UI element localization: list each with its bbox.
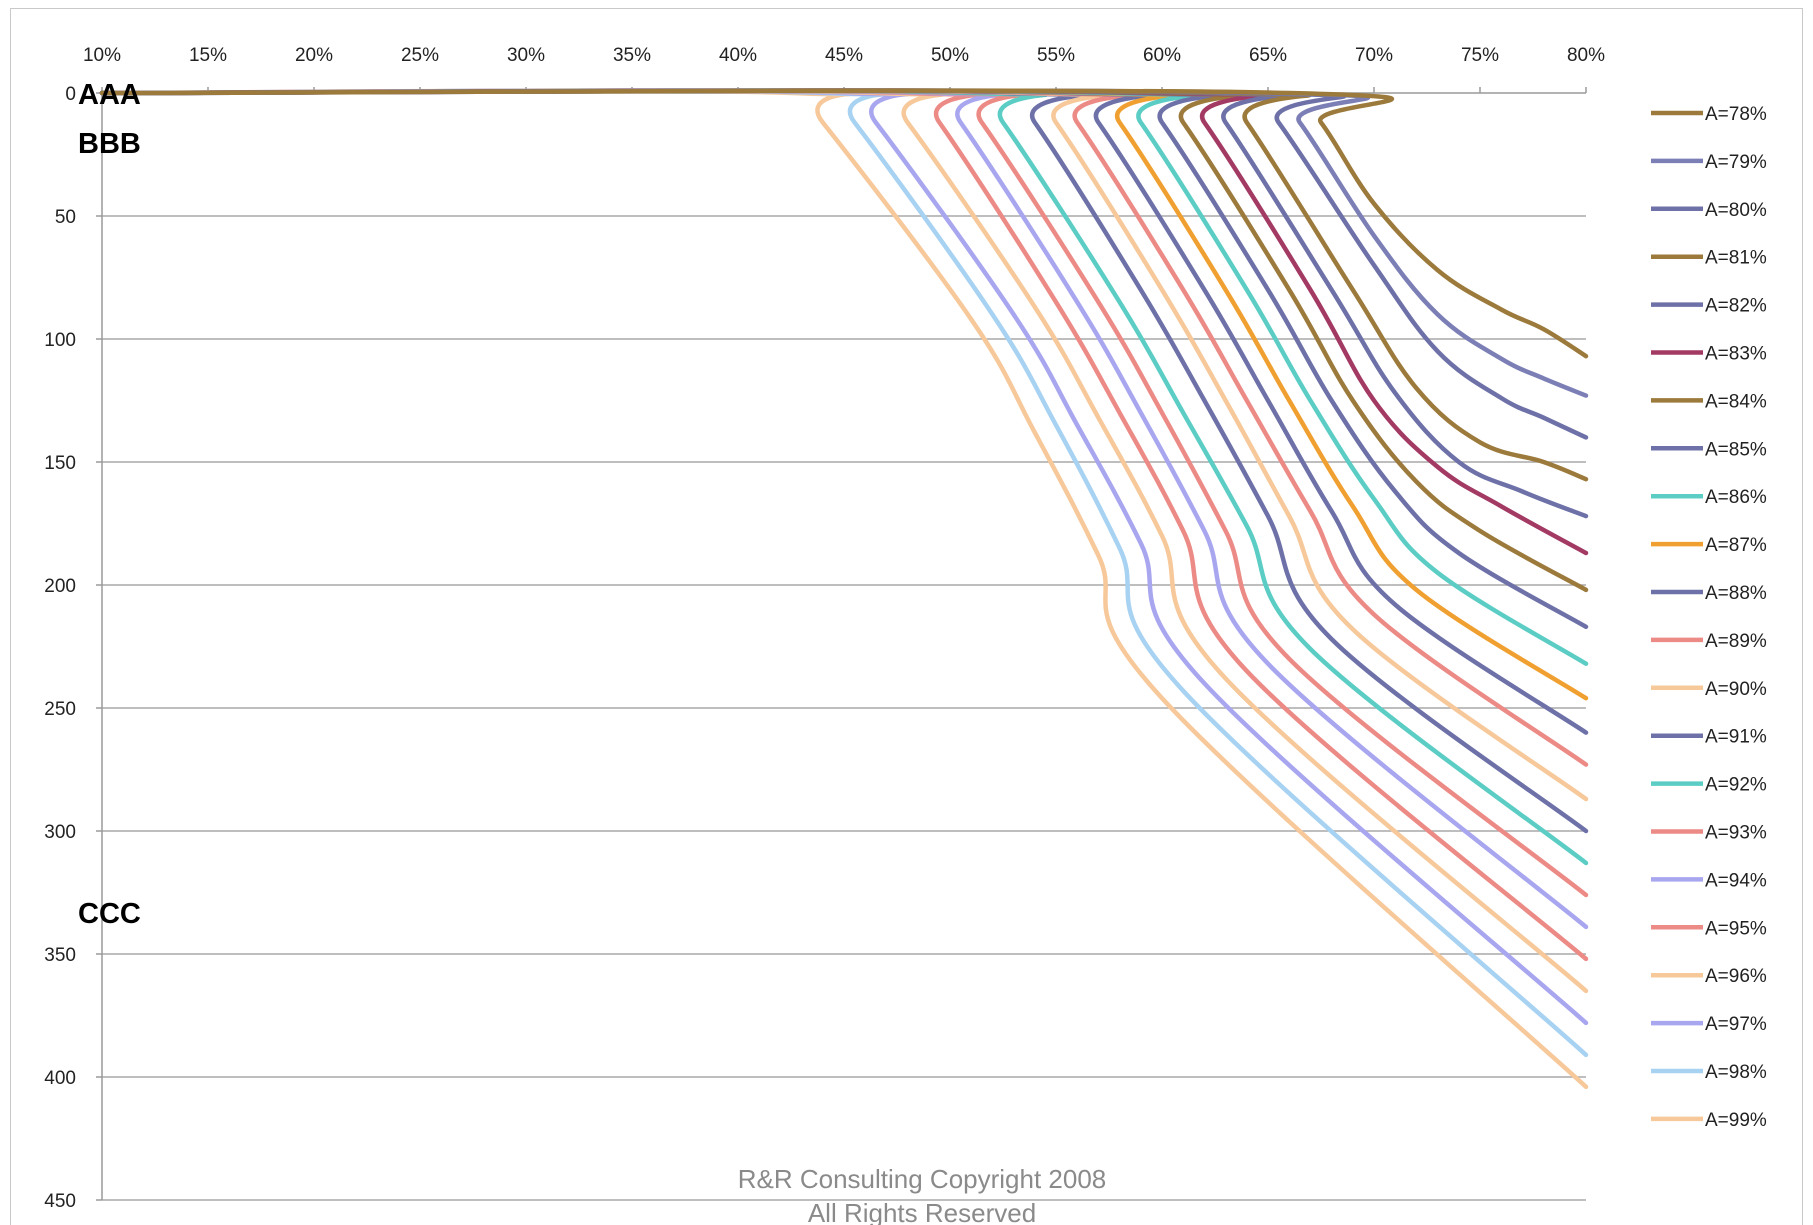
x-tick-label: 20% bbox=[295, 45, 333, 66]
series-line-86 bbox=[99, 88, 1589, 666]
legend-item: A=95% bbox=[1651, 918, 1767, 939]
band-label-ccc: CCC bbox=[78, 898, 141, 930]
y-tick-label: 450 bbox=[44, 1191, 76, 1212]
footer: R&R Consulting Copyright 2008 All Rights… bbox=[738, 1164, 1107, 1225]
series-line-79 bbox=[99, 88, 1589, 398]
legend-label: A=94% bbox=[1705, 870, 1767, 891]
legend-label: A=87% bbox=[1705, 535, 1767, 556]
y-tick-label: 400 bbox=[44, 1068, 76, 1089]
rating-band-labels: AAA BBB CCC bbox=[78, 79, 141, 930]
legend-item: A=99% bbox=[1651, 1110, 1767, 1131]
y-tick-label: 200 bbox=[44, 576, 76, 597]
footer-rights: All Rights Reserved bbox=[808, 1198, 1036, 1225]
legend-label: A=78% bbox=[1705, 104, 1767, 125]
legend-item: A=91% bbox=[1651, 727, 1767, 748]
y-tick-label: 350 bbox=[44, 945, 76, 966]
x-tick-label: 25% bbox=[401, 45, 439, 66]
y-tick-label: 50 bbox=[55, 207, 76, 228]
legend-label: A=89% bbox=[1705, 631, 1767, 652]
band-label-bbb: BBB bbox=[78, 128, 141, 160]
legend-item: A=92% bbox=[1651, 775, 1767, 796]
x-tick-label: 50% bbox=[931, 45, 969, 66]
legend-item: A=87% bbox=[1651, 535, 1767, 556]
legend-label: A=99% bbox=[1705, 1110, 1767, 1131]
x-tick-label: 70% bbox=[1355, 45, 1393, 66]
legend: A=78% A=79% A=80% A=81% A=82% A=83% A=84% A=85%… bbox=[1651, 104, 1767, 1131]
y-tick-label: 300 bbox=[44, 822, 76, 843]
legend-label: A=86% bbox=[1705, 487, 1767, 508]
legend-item: A=93% bbox=[1651, 823, 1767, 844]
legend-item: A=86% bbox=[1651, 487, 1767, 508]
legend-label: A=79% bbox=[1705, 152, 1767, 173]
legend-item: A=90% bbox=[1651, 679, 1767, 700]
series-line-96 bbox=[99, 88, 1589, 994]
x-tick-label: 35% bbox=[613, 45, 651, 66]
legend-label: A=91% bbox=[1705, 727, 1767, 748]
y-tick-label: 150 bbox=[44, 453, 76, 474]
series-lines bbox=[99, 88, 1589, 1090]
legend-label: A=81% bbox=[1705, 248, 1767, 269]
footer-copyright: R&R Consulting Copyright 2008 bbox=[738, 1164, 1107, 1194]
legend-label: A=88% bbox=[1705, 583, 1767, 604]
legend-label: A=82% bbox=[1705, 296, 1767, 317]
legend-item: A=81% bbox=[1651, 248, 1767, 269]
x-tick-label: 10% bbox=[83, 45, 121, 66]
legend-item: A=83% bbox=[1651, 344, 1767, 365]
x-tick-label: 60% bbox=[1143, 45, 1181, 66]
legend-item: A=79% bbox=[1651, 152, 1767, 173]
series-line-97 bbox=[99, 88, 1589, 1026]
legend-label: A=97% bbox=[1705, 1014, 1767, 1035]
legend-item: A=96% bbox=[1651, 966, 1767, 987]
x-tick-label: 65% bbox=[1249, 45, 1287, 66]
legend-item: A=80% bbox=[1651, 200, 1767, 221]
legend-item: A=89% bbox=[1651, 631, 1767, 652]
axes: 0 50 100 150 200 250 300 350 400 450 10% 15% 20% 25% 3… bbox=[44, 45, 1605, 1212]
legend-item: A=97% bbox=[1651, 1014, 1767, 1035]
series-line-99 bbox=[99, 88, 1589, 1090]
legend-label: A=96% bbox=[1705, 966, 1767, 987]
y-tick-label: 250 bbox=[44, 699, 76, 720]
legend-label: A=90% bbox=[1705, 679, 1767, 700]
legend-label: A=95% bbox=[1705, 918, 1767, 939]
x-tick-label: 40% bbox=[719, 45, 757, 66]
legend-item: A=94% bbox=[1651, 870, 1767, 891]
legend-label: A=85% bbox=[1705, 439, 1767, 460]
legend-item: A=98% bbox=[1651, 1062, 1767, 1083]
legend-label: A=93% bbox=[1705, 823, 1767, 844]
series-line-91 bbox=[99, 88, 1589, 834]
legend-item: A=84% bbox=[1651, 391, 1767, 412]
x-tick-label: 45% bbox=[825, 45, 863, 66]
legend-label: A=80% bbox=[1705, 200, 1767, 221]
legend-item: A=88% bbox=[1651, 583, 1767, 604]
legend-label: A=83% bbox=[1705, 344, 1767, 365]
x-tick-label: 55% bbox=[1037, 45, 1075, 66]
legend-label: A=92% bbox=[1705, 775, 1767, 796]
x-tick-label: 30% bbox=[507, 45, 545, 66]
gridlines bbox=[102, 215, 1586, 1201]
x-tick-label: 80% bbox=[1567, 45, 1605, 66]
legend-item: A=78% bbox=[1651, 104, 1767, 125]
legend-label: A=98% bbox=[1705, 1062, 1767, 1083]
x-tick-label: 15% bbox=[189, 45, 227, 66]
band-label-aaa: AAA bbox=[78, 79, 141, 111]
legend-item: A=82% bbox=[1651, 296, 1767, 317]
x-tick-label: 75% bbox=[1461, 45, 1499, 66]
series-line-85 bbox=[99, 88, 1589, 630]
y-tick-label: 0 bbox=[65, 84, 76, 105]
series-line-78 bbox=[99, 88, 1589, 359]
legend-label: A=84% bbox=[1705, 391, 1767, 412]
legend-item: A=85% bbox=[1651, 439, 1767, 460]
y-tick-label: 100 bbox=[44, 330, 76, 351]
